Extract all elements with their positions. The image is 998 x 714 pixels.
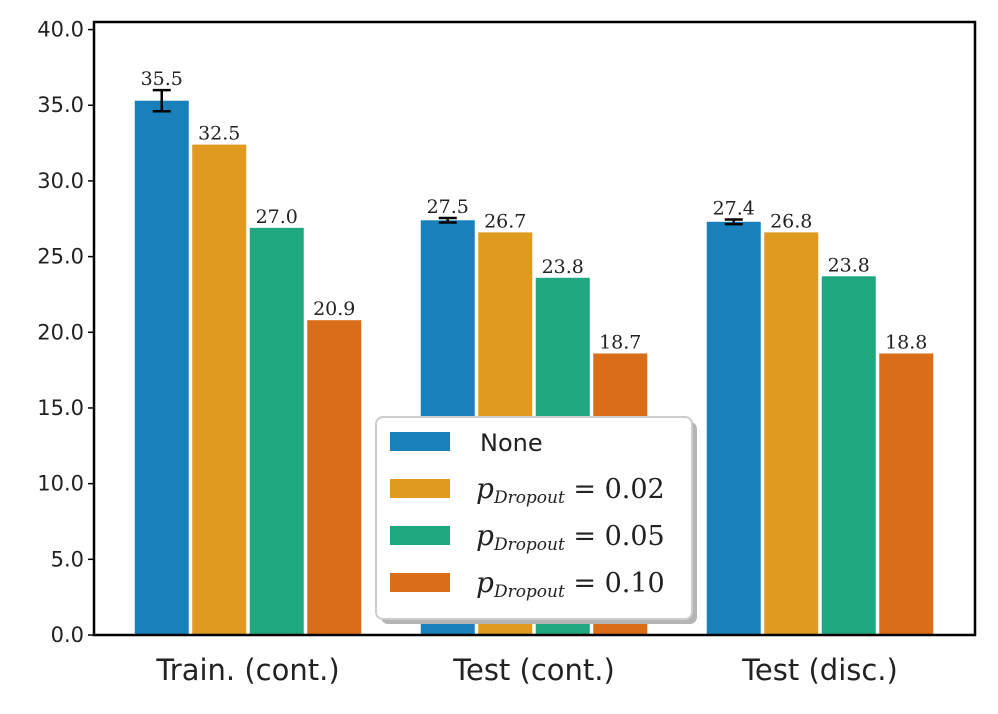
y-tick-label: 20.0 xyxy=(37,320,84,344)
x-category-label: Test (cont.) xyxy=(452,653,615,687)
legend-swatch xyxy=(390,573,450,592)
data-label: 23.8 xyxy=(542,256,584,278)
legend-label: pDropout = 0.10 xyxy=(476,566,665,602)
error-bars-layer xyxy=(152,88,743,226)
y-tick-label: 15.0 xyxy=(37,396,84,420)
plot-frame xyxy=(92,20,977,637)
legend-swatch xyxy=(390,479,450,498)
legend-swatch xyxy=(390,526,450,545)
y-tick-label: 40.0 xyxy=(37,18,84,42)
legend-box xyxy=(375,416,693,620)
x-axis: Train. (cont.) Test (cont.) Test (disc.) xyxy=(155,653,898,687)
y-tick-label: 5.0 xyxy=(51,547,84,571)
bar xyxy=(706,221,761,635)
data-label: 35.5 xyxy=(141,68,183,90)
data-label: 18.7 xyxy=(599,331,641,353)
legend: None pDropout = 0.02 pDropout = 0.05 pDropo… xyxy=(375,416,697,624)
bar xyxy=(879,353,934,635)
legend-label: None xyxy=(480,429,543,457)
data-label: 26.8 xyxy=(770,210,812,232)
data-label: 20.9 xyxy=(313,298,355,320)
data-label: 18.8 xyxy=(885,331,927,353)
y-tick-label: 25.0 xyxy=(37,245,84,269)
data-label: 32.5 xyxy=(198,123,240,145)
x-category-label: Train. (cont.) xyxy=(155,653,339,687)
bar xyxy=(134,100,189,635)
legend-swatch xyxy=(390,432,450,451)
bar xyxy=(192,144,247,635)
legend-label: pDropout = 0.02 xyxy=(476,472,665,508)
y-axis: 0.0 5.0 10.0 15.0 20.0 25.0 30.0 35.0 40.0 xyxy=(37,18,94,647)
bar xyxy=(764,232,819,636)
data-label: 26.7 xyxy=(484,210,526,232)
data-labels-layer: 35.5 32.5 27.0 20.9 27.5 26.7 23.8 18.7 27.4 26.8… xyxy=(141,68,928,353)
x-category-label: Test (disc.) xyxy=(741,653,898,687)
bar xyxy=(307,320,362,635)
data-label: 27.5 xyxy=(427,196,469,218)
bar xyxy=(821,276,876,635)
y-tick-label: 10.0 xyxy=(37,472,84,496)
y-tick-label: 30.0 xyxy=(37,169,84,193)
legend-label: pDropout = 0.05 xyxy=(476,519,665,555)
data-label: 27.0 xyxy=(256,206,298,228)
data-label: 27.4 xyxy=(713,198,755,220)
bar xyxy=(249,227,304,635)
y-tick-label: 35.0 xyxy=(37,93,84,117)
data-label: 23.8 xyxy=(828,254,870,276)
y-tick-label: 0.0 xyxy=(51,623,84,647)
